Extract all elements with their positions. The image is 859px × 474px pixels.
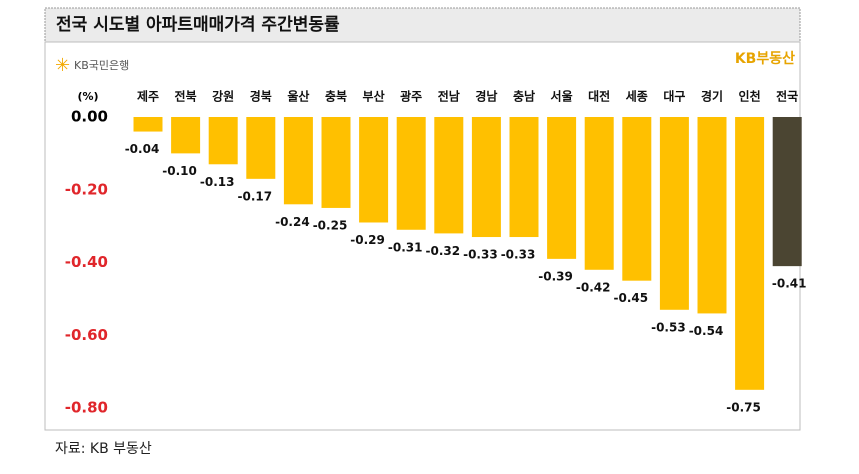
x-tick-label: 광주 <box>400 89 422 104</box>
x-tick-label: 제주 <box>137 90 159 104</box>
x-tick-label: 인천 <box>739 89 761 104</box>
value-label: -0.29 <box>350 233 385 247</box>
bar <box>622 117 652 281</box>
value-label: -0.17 <box>238 189 273 203</box>
bar <box>133 117 163 132</box>
x-tick-label: 강원 <box>212 90 234 104</box>
bar <box>434 117 464 234</box>
bar <box>659 117 689 310</box>
y-tick-label: -0.40 <box>65 253 108 271</box>
value-label: -0.31 <box>388 240 423 254</box>
bar <box>208 117 238 165</box>
bar <box>509 117 539 238</box>
x-tick-label: 울산 <box>287 89 309 104</box>
bar <box>283 117 313 205</box>
x-tick-label: 충남 <box>513 89 535 104</box>
bar <box>171 117 201 154</box>
value-label: -0.53 <box>651 320 686 334</box>
value-label: -0.75 <box>726 400 761 414</box>
logo-left: KB국민은행 <box>74 59 129 72</box>
logo-right: KB부동산 <box>735 50 795 67</box>
y-tick-label: -0.20 <box>65 180 108 198</box>
value-label: -0.04 <box>125 142 160 156</box>
x-tick-label: 경북 <box>250 90 272 104</box>
x-tick-label: 대구 <box>663 90 685 104</box>
y-tick-label: 0.00 <box>71 108 108 126</box>
logo-icon: ✳ <box>55 55 70 76</box>
bar <box>359 117 389 223</box>
value-label: -0.10 <box>162 164 197 178</box>
value-label: -0.39 <box>538 269 573 283</box>
value-label: -0.25 <box>313 218 348 232</box>
x-tick-label: 세종 <box>626 89 648 104</box>
bar <box>772 117 802 267</box>
x-tick-label: 전북 <box>175 89 197 104</box>
title-bar <box>44 7 801 43</box>
bar <box>471 117 501 238</box>
x-tick-label: 부산 <box>363 89 385 104</box>
value-label: -0.42 <box>576 280 611 294</box>
y-tick-label: -0.60 <box>65 326 108 344</box>
bar <box>735 117 765 390</box>
bar <box>547 117 577 259</box>
bar <box>246 117 276 179</box>
bar <box>396 117 426 230</box>
chart-title: 전국 시도별 아파트매매가격 주간변동률 <box>56 15 340 35</box>
value-label: -0.32 <box>426 244 461 258</box>
bar <box>697 117 727 314</box>
x-tick-label: 충북 <box>325 89 347 104</box>
bar <box>584 117 614 270</box>
x-tick-label: 경남 <box>475 89 497 104</box>
value-label: -0.54 <box>689 324 724 338</box>
x-tick-label: 대전 <box>588 89 610 104</box>
x-tick-label: 경기 <box>701 89 723 104</box>
value-label: -0.24 <box>275 215 310 229</box>
value-label: -0.33 <box>501 248 536 262</box>
bar <box>321 117 351 208</box>
x-tick-label: 서울 <box>551 89 573 104</box>
y-axis-label: (%) <box>77 90 98 103</box>
value-label: -0.13 <box>200 175 235 189</box>
y-tick-label: -0.80 <box>65 399 108 417</box>
x-tick-label: 전국 <box>776 89 798 104</box>
value-label: -0.33 <box>463 248 498 262</box>
x-tick-label: 전남 <box>438 89 460 104</box>
source: 자료: KB 부동산 <box>55 441 152 457</box>
value-label: -0.45 <box>614 291 649 305</box>
value-label: -0.41 <box>772 277 807 291</box>
